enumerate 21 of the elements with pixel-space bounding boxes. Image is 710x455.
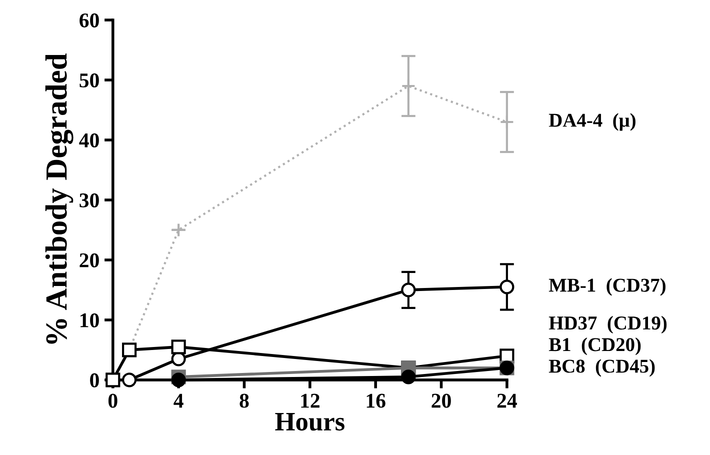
series-label: BC8 (CD45) (548, 359, 655, 377)
y-axis-title: % Antibody Degraded (45, 53, 74, 344)
y-tick-label: 40 (79, 133, 99, 148)
x-axis-title: Hours (275, 413, 344, 431)
y-tick-label: 20 (80, 253, 99, 268)
x-tick-label: 0 (108, 394, 118, 408)
x-tick-label: 4 (174, 394, 184, 408)
y-tick-label: 10 (80, 313, 99, 328)
series-label: B1 (CD20) (548, 338, 641, 356)
x-tick-label: 16 (366, 394, 386, 408)
y-tick-label: 0 (90, 373, 99, 388)
x-tick-label: 24 (497, 394, 517, 408)
y-tick-label: 50 (80, 73, 99, 88)
series-label: DA4-4 (μ) (548, 113, 636, 131)
text: HD37 (CD19) (548, 316, 667, 334)
y-tick-label: 60 (80, 13, 99, 28)
y-tick-label: 30 (80, 193, 99, 208)
x-tick-label: 12 (301, 394, 320, 408)
x-tick-label: 20 (432, 394, 451, 408)
x-tick-label: 8 (240, 394, 249, 408)
series-label: MB-1 (CD37) (548, 278, 666, 296)
